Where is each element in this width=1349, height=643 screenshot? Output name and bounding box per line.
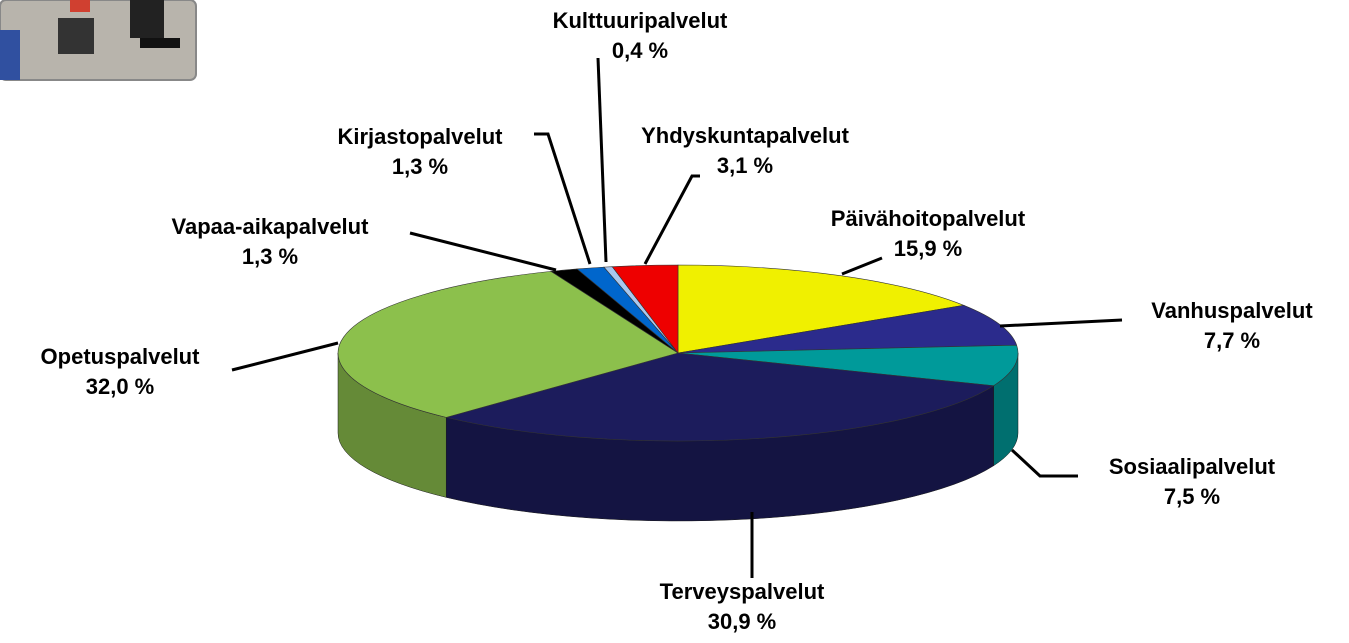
slice-value-label: 1,3 % [242,244,298,269]
slice-value-label: 32,0 % [86,374,155,399]
slice-value-label: 1,3 % [392,154,448,179]
slice-label: Sosiaalipalvelut [1109,454,1276,479]
slice-label: Kirjastopalvelut [337,124,503,149]
slice-label: Opetuspalvelut [41,344,201,369]
leader-line [598,58,606,262]
chart: Päivähoitopalvelut 15,9 % Vanhuspalvelut 7,… [0,0,1349,643]
slice-label: Yhdyskuntapalvelut [641,123,850,148]
leader-line [645,176,700,264]
slice-value-label: 7,7 % [1204,328,1260,353]
slice-value-label: 30,9 % [708,609,777,634]
slice-value-label: 7,5 % [1164,484,1220,509]
slice-label: Terveyspalvelut [660,579,825,604]
slice-value-label: 3,1 % [717,153,773,178]
leader-line [410,233,556,270]
photo-thumbnail [0,0,196,80]
slice-value-label: 15,9 % [894,236,963,261]
slice-label: Vapaa-aikapalvelut [172,214,370,239]
leader-line [1000,320,1122,326]
slice-label: Kulttuuripalvelut [553,8,728,33]
slice-value-label: 0,4 % [612,38,668,63]
leader-line [842,258,882,274]
slice-label: Vanhuspalvelut [1151,298,1313,323]
slice-label: Päivähoitopalvelut [831,206,1026,231]
leader-line [232,343,338,370]
leader-line [534,134,590,264]
leader-line [1012,450,1078,476]
